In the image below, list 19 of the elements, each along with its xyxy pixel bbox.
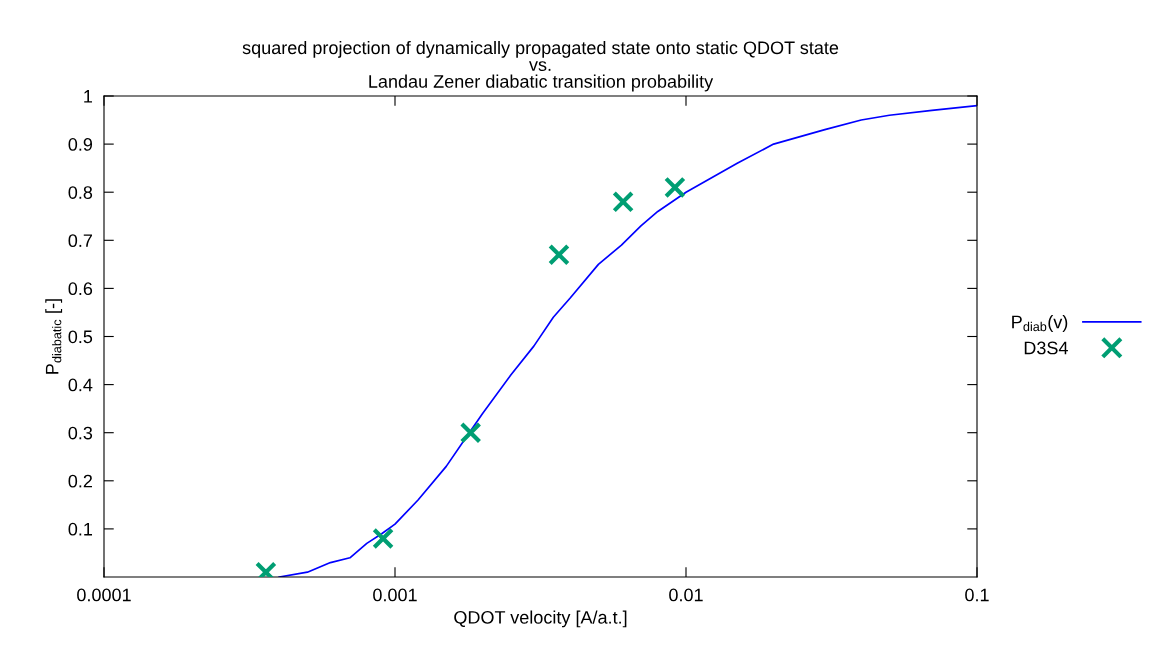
y-tick-label: 0.2 [68, 474, 92, 488]
y-tick-label: 0.5 [68, 330, 93, 344]
y-tick-label: 0.1 [68, 522, 93, 536]
legend-label: P$_{diab}$(v) [1012, 315, 1068, 332]
x-tick-label: 0.0001 [77, 588, 131, 602]
y-axis-title: P$_{diabatic}$ [-] [45, 299, 63, 374]
x-tick-label: 0.001 [373, 588, 417, 602]
y-tick-label: 0.8 [68, 186, 93, 199]
y-tick-label: 0.4 [68, 378, 93, 392]
y-tick-label: 0.6 [68, 282, 93, 296]
y-tick-label: 0.9 [68, 138, 93, 151]
y-tick-label: 0.7 [68, 234, 92, 248]
x-tick-label: 0.1 [965, 588, 989, 602]
y-tick-label: 0.3 [68, 426, 93, 440]
legend-label: D3S4 [1024, 341, 1068, 355]
x-tick-label: 0.01 [669, 588, 703, 602]
chart-title: squared projection of dynamically propagated state onto static QDOT state vs. Landau Zener diabatic transition probability [242, 40, 839, 92]
x-axis-title: QDOT velocity [A/a.t.] [454, 610, 627, 628]
y-tick-label: 1 [84, 90, 93, 103]
